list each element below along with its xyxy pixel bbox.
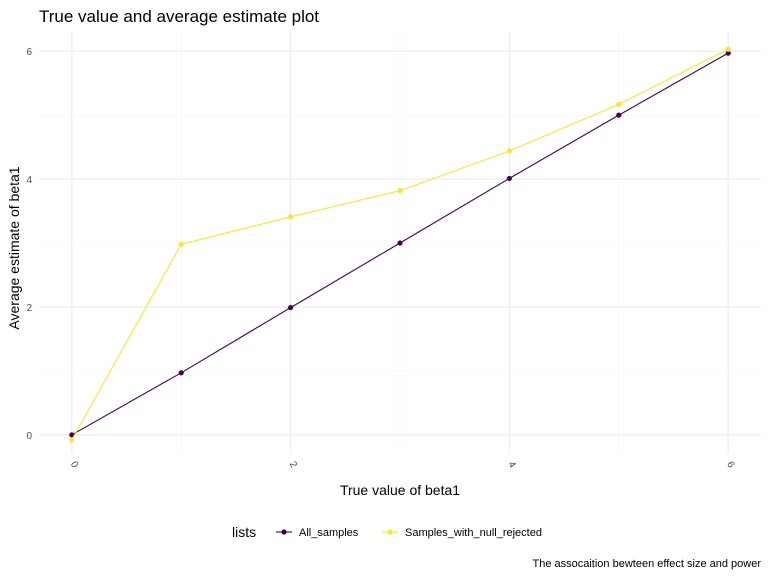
y-tick-label: 2 (26, 303, 32, 314)
data-point (616, 112, 622, 118)
chart-caption: The assocaition bewteen effect size and … (533, 558, 762, 570)
data-point (178, 370, 184, 376)
legend-label-0: All_samples (299, 527, 359, 539)
legend-title: lists (232, 524, 256, 540)
data-point (725, 50, 731, 56)
data-point (506, 175, 512, 182)
y-tick-label: 4 (26, 175, 32, 186)
data-point (288, 214, 294, 220)
x-tick-label: 2 (287, 460, 300, 471)
data-point (397, 187, 403, 194)
y-axis-title: Average estimate of beta1 (6, 166, 22, 329)
legend-key-point-1 (387, 529, 393, 535)
data-point (69, 432, 75, 438)
axis-ticks: 0 2 4 6 0 2 4 6 (26, 47, 736, 470)
x-tick-label: 4 (505, 460, 518, 471)
y-tick-label: 6 (26, 47, 32, 58)
x-tick-label: 6 (724, 460, 737, 471)
data-point (288, 304, 294, 311)
data-point (178, 241, 184, 247)
data-point (69, 437, 75, 443)
legend: lists All_samples Samples_with_null_rejec… (232, 524, 542, 540)
chart-title: True value and average estimate plot (39, 7, 319, 26)
plot-area (69, 46, 731, 443)
legend-label-1: Samples_with_null_rejected (405, 527, 542, 539)
x-tick-label: 0 (68, 460, 81, 471)
y-tick-label: 0 (26, 431, 32, 442)
legend-key-point-0 (281, 529, 287, 535)
x-axis-title: True value of beta1 (340, 482, 460, 498)
data-point (506, 148, 512, 154)
data-point (616, 101, 622, 107)
data-point (397, 240, 403, 246)
data-point (725, 46, 731, 52)
